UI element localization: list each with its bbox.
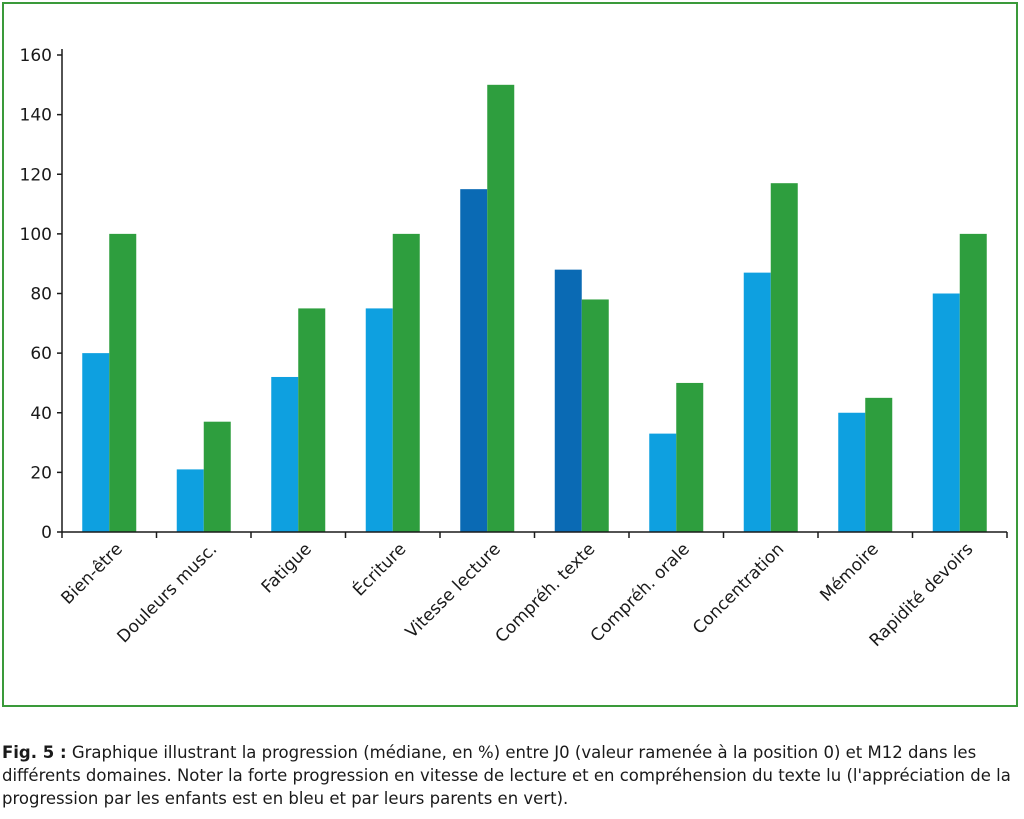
bar-series1: [649, 433, 677, 532]
bar-series1: [82, 353, 110, 532]
bar-series2: [865, 397, 893, 532]
bar-series1: [554, 269, 582, 532]
y-tick-label: 0: [41, 523, 52, 543]
bar-series1: [838, 412, 866, 532]
bar-series1: [176, 469, 204, 532]
caption-label: Fig. 5 :: [2, 743, 67, 762]
x-category-label: Bien-être: [58, 539, 127, 608]
bar-series2: [676, 382, 704, 532]
y-tick-label: 120: [20, 165, 52, 185]
x-category-label: Concentration: [689, 539, 788, 638]
bar-series1: [365, 308, 393, 532]
y-tick-label: 160: [20, 46, 52, 66]
bar-series1: [743, 272, 771, 532]
x-category-label: Mémoire: [816, 539, 882, 605]
x-category-label: Compréh. texte: [492, 539, 600, 647]
y-tick-label: 80: [30, 285, 52, 305]
bar-series2: [298, 308, 326, 532]
chart-frame: 0 20 40 60 80 100 120 140 160 Bien-être Douleurs m…: [2, 2, 1018, 707]
bar-series2: [770, 183, 798, 532]
y-tick-label: 60: [30, 344, 52, 364]
bar-series2: [959, 233, 987, 532]
bar-series2: [392, 233, 420, 532]
bar-series1: [271, 376, 299, 532]
y-tick-label: 20: [30, 463, 52, 483]
x-category-label: Écriture: [348, 538, 410, 600]
bar-series1: [460, 189, 488, 532]
bar-series2: [203, 421, 231, 532]
bar-series2: [581, 299, 609, 532]
x-category-label: Compréh. orale: [587, 539, 694, 646]
bar-series1: [932, 293, 960, 532]
figure-caption: Fig. 5 : Graphique illustrant la progres…: [2, 741, 1022, 810]
y-tick-label: 40: [30, 404, 52, 424]
x-category-label: Fatigue: [258, 539, 316, 597]
y-tick-label: 100: [20, 225, 52, 245]
bar-series2: [109, 233, 137, 532]
bar-series2: [487, 84, 515, 532]
x-category-label: Douleurs musc.: [114, 539, 222, 647]
y-tick-label: 140: [20, 106, 52, 126]
x-category-label: Rapidité devoirs: [866, 539, 978, 651]
x-category-label: Vitesse lecture: [402, 539, 505, 642]
caption-text: Graphique illustrant la progression (méd…: [2, 743, 1011, 808]
